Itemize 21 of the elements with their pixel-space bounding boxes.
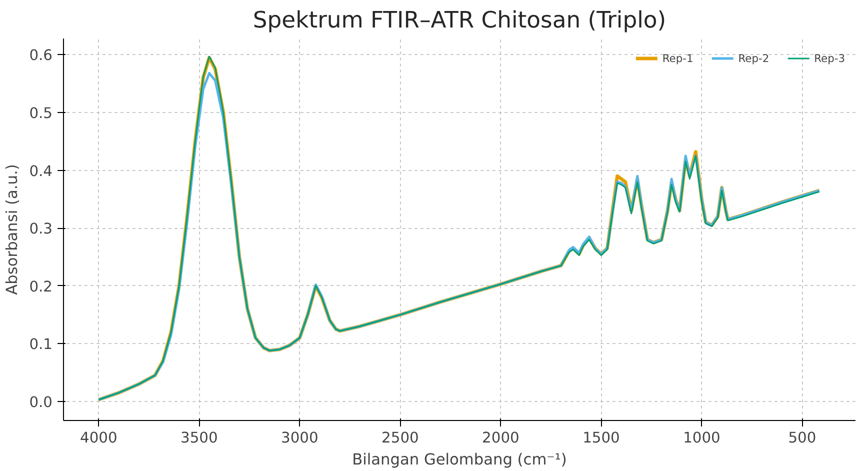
legend-label: Rep-3 [814,52,845,64]
x-axis-title: Bilangan Gelombang (cm⁻¹) [352,450,567,468]
x-tick-label: 2500 [382,430,419,446]
x-tick-label: 3500 [180,430,218,446]
y-tick-label: 0.4 [29,162,53,180]
x-tick-label: 500 [788,430,816,446]
legend-label: Rep-1 [662,52,694,64]
y-tick-label: 0.1 [29,336,53,354]
y-tick-label: 0.5 [29,104,53,122]
x-tick-label: 1000 [683,430,720,446]
y-tick-label: 0.2 [29,278,53,296]
x-tick-label: 3000 [281,430,318,446]
x-tick-label: 1500 [582,430,620,446]
y-tick-label: 0.0 [29,394,53,411]
x-tick-label: 4000 [80,430,118,446]
x-tick-label: 2000 [482,430,520,446]
y-tick-label: 0.3 [29,220,53,238]
legend-label: Rep-2 [738,52,770,64]
y-tick-label: 0.6 [29,47,53,64]
chart-title: Spektrum FTIR–ATR Chitosan (Triplo) [252,8,666,34]
y-axis-title: Absorbansi (a.u.) [3,164,22,295]
